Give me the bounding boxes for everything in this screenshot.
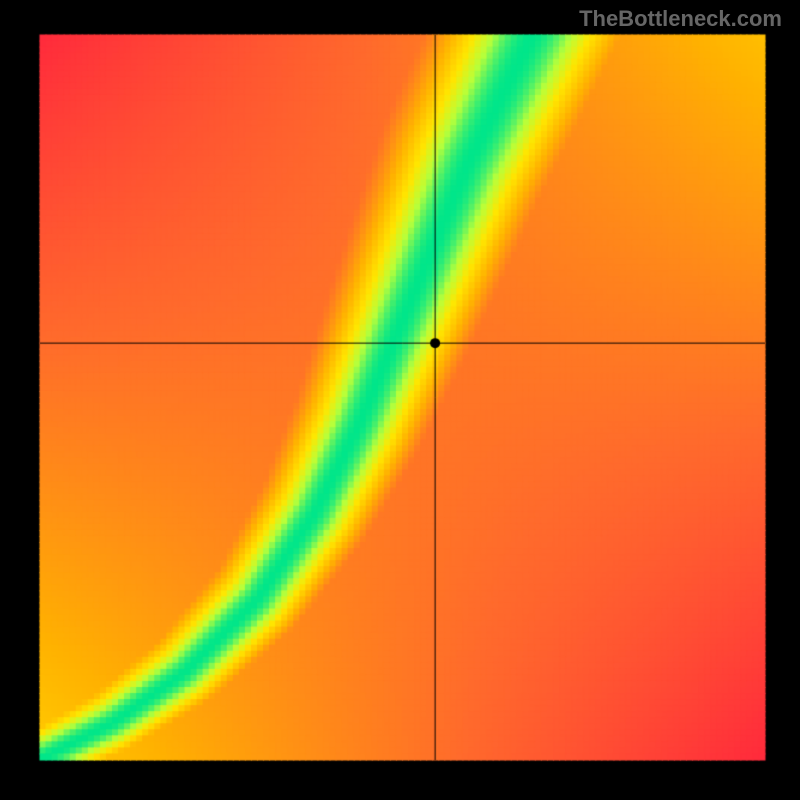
- root-container: TheBottleneck.com: [0, 0, 800, 800]
- watermark-text: TheBottleneck.com: [579, 6, 782, 32]
- bottleneck-heatmap: [0, 0, 800, 800]
